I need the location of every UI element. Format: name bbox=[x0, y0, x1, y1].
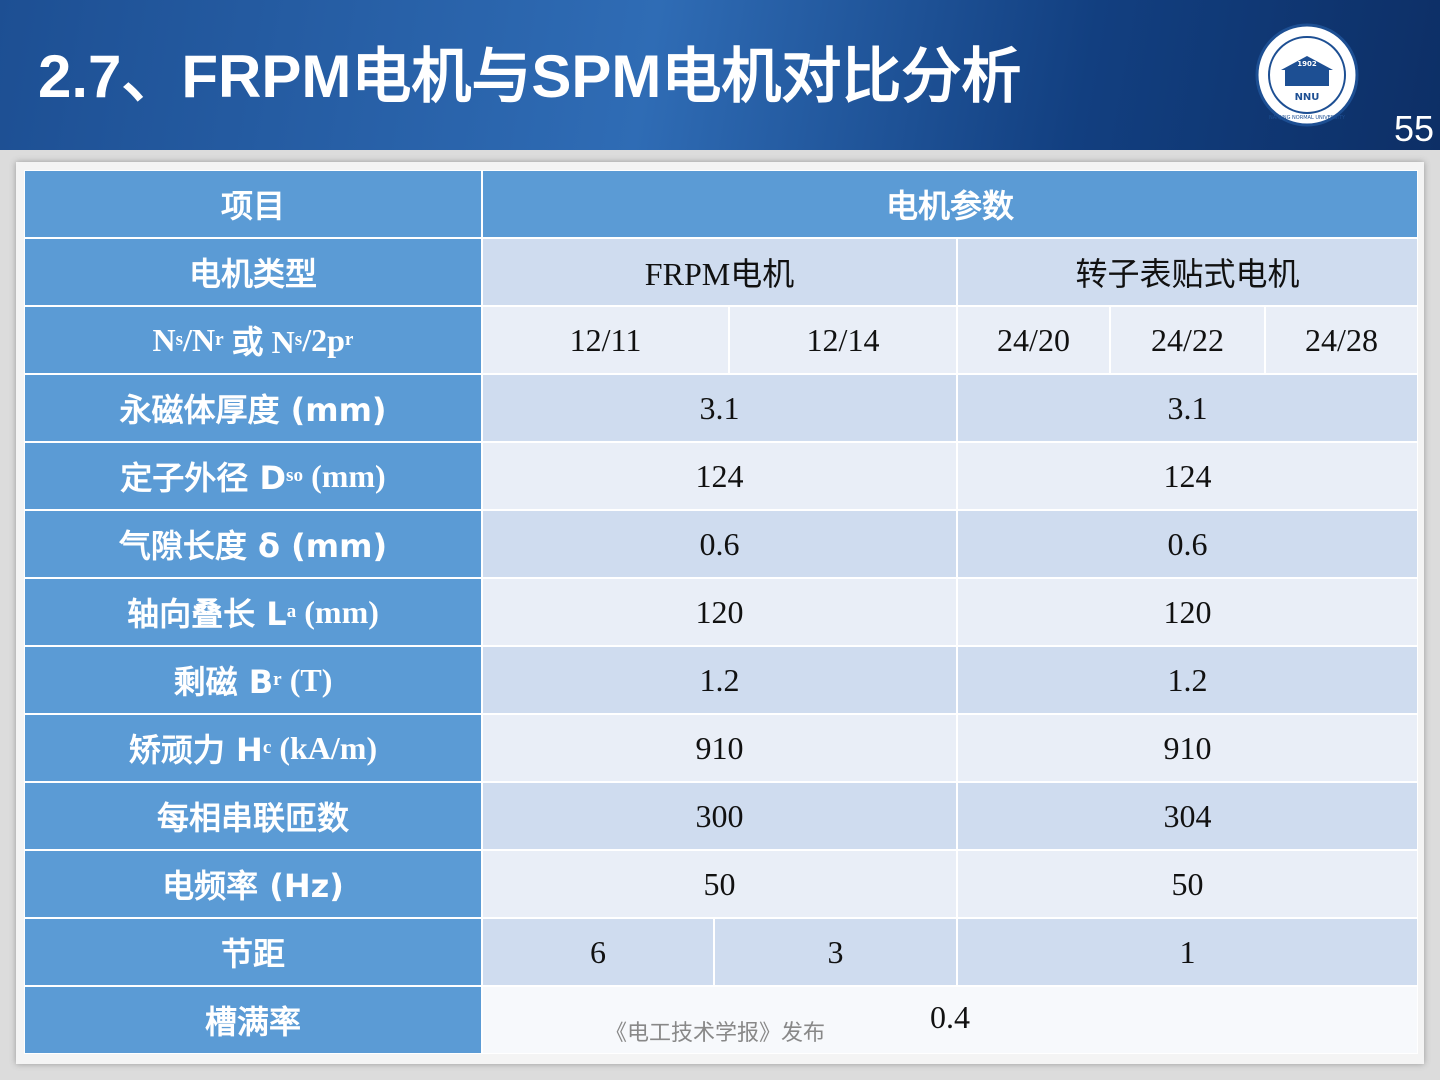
header-bar: 2.7、FRPM电机与SPM电机对比分析 1902 NNU NANJING NO… bbox=[0, 0, 1440, 150]
row-label: 电频率 (Hz) bbox=[24, 850, 482, 918]
table-cell: 910 bbox=[957, 714, 1418, 782]
table-cell: 304 bbox=[957, 782, 1418, 850]
table-cell: 0.4 bbox=[482, 986, 1418, 1054]
label-text: (mm) bbox=[303, 457, 386, 494]
label-subscript: c bbox=[262, 737, 272, 758]
label-subscript: r bbox=[273, 669, 282, 690]
row-label: 槽满率 bbox=[24, 986, 482, 1054]
table-cell: 1 bbox=[957, 918, 1418, 986]
table-cell: 0.6 bbox=[957, 510, 1418, 578]
table-cell: 转子表贴式电机 bbox=[957, 238, 1418, 306]
label-subscript: so bbox=[286, 465, 304, 486]
label-text: /2p bbox=[302, 321, 345, 358]
label-subscript: r bbox=[215, 329, 224, 350]
label-text: (kA/m) bbox=[271, 729, 378, 766]
table-cell: 910 bbox=[482, 714, 957, 782]
page-number: 55 bbox=[1393, 108, 1434, 149]
label-text: 剩磁 B bbox=[173, 663, 274, 701]
table-cell: 24/28 bbox=[1265, 306, 1418, 374]
label-text: 每相串联匝数 bbox=[156, 799, 349, 837]
label-text: 气隙长度 δ (mm) bbox=[118, 527, 388, 565]
table-cell: 50 bbox=[957, 850, 1418, 918]
table-cell: 50 bbox=[482, 850, 957, 918]
table-cell: 6 bbox=[482, 918, 714, 986]
logo: 1902 NNU NANJING NORMAL UNIVERSITY bbox=[1255, 23, 1359, 127]
table-cell: 1.2 bbox=[957, 646, 1418, 714]
logo-abbr: NNU bbox=[1295, 92, 1320, 103]
table-cell: 124 bbox=[957, 442, 1418, 510]
label-text: 轴向叠长 L bbox=[127, 595, 287, 633]
label-text: 电频率 (Hz) bbox=[162, 867, 344, 905]
table-cell: 24/22 bbox=[1110, 306, 1265, 374]
watermark: 《电工技术学报》发布 bbox=[605, 1021, 826, 1046]
table-cell: 120 bbox=[957, 578, 1418, 646]
table-cell: 3.1 bbox=[957, 374, 1418, 442]
logo-name: NANJING NORMAL UNIVERSITY bbox=[1269, 115, 1346, 121]
row-label: 永磁体厚度 (mm) bbox=[24, 374, 482, 442]
label-subscript: a bbox=[286, 601, 297, 622]
table-cell: 300 bbox=[482, 782, 957, 850]
label-subscript: s bbox=[294, 329, 303, 350]
logo-year: 1902 bbox=[1297, 60, 1317, 68]
row-label: 电机类型 bbox=[24, 238, 482, 306]
label-text: 定子外径 D bbox=[120, 459, 287, 497]
label-text: N bbox=[152, 321, 176, 358]
label-text: 或 N bbox=[223, 324, 295, 360]
table-cell: 3 bbox=[714, 918, 957, 986]
table-cell: 124 bbox=[482, 442, 957, 510]
row-label: 每相串联匝数 bbox=[24, 782, 482, 850]
row-label: 气隙长度 δ (mm) bbox=[24, 510, 482, 578]
label-text: 电机类型 bbox=[188, 255, 317, 293]
table-cell: 24/20 bbox=[957, 306, 1110, 374]
label-subscript: r bbox=[344, 329, 354, 350]
label-text: 槽满率 bbox=[204, 1003, 301, 1041]
header-cell: 项目 bbox=[24, 170, 482, 238]
table-cell: 120 bbox=[482, 578, 957, 646]
table-cell: FRPM电机 bbox=[482, 238, 957, 306]
table-cell: 1.2 bbox=[482, 646, 957, 714]
table-cell: 0.6 bbox=[482, 510, 957, 578]
row-label: 节距 bbox=[24, 918, 482, 986]
slide-title: 2.7、FRPM电机与SPM电机对比分析 bbox=[38, 43, 1022, 110]
label-text: 矫顽力 H bbox=[128, 731, 263, 769]
label-text: (T) bbox=[281, 661, 333, 698]
label-text: (mm) bbox=[296, 593, 379, 630]
label-text: 节距 bbox=[220, 935, 285, 973]
label-text: /N bbox=[183, 321, 216, 358]
label-text: 永磁体厚度 (mm) bbox=[119, 391, 387, 429]
header-cell: 电机参数 bbox=[482, 170, 1418, 238]
table-cell: 12/11 bbox=[482, 306, 729, 374]
table-cell: 3.1 bbox=[482, 374, 957, 442]
label-subscript: s bbox=[175, 329, 184, 350]
table-cell: 12/14 bbox=[729, 306, 957, 374]
